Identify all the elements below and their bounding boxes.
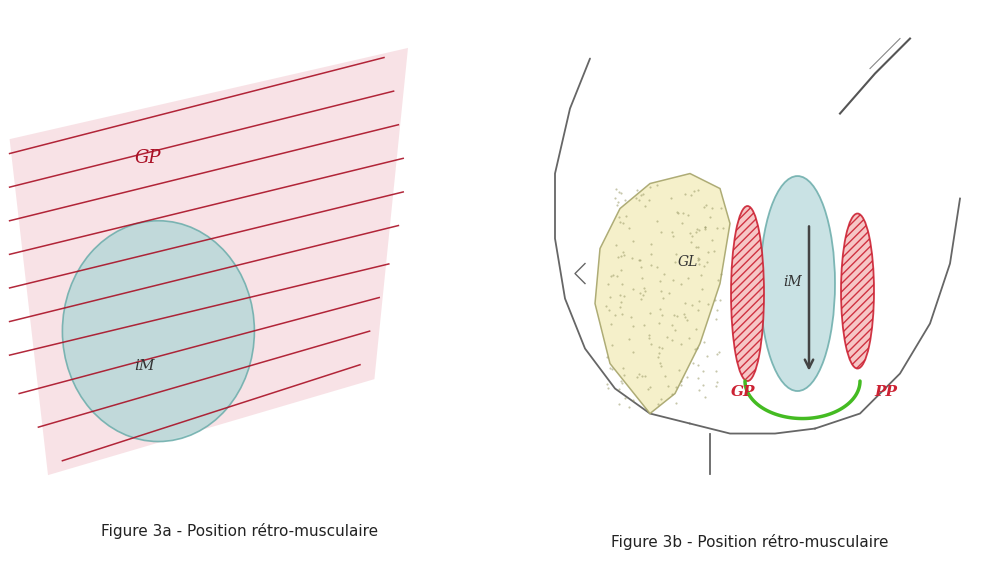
Text: GL: GL	[678, 255, 698, 269]
Text: GP: GP	[134, 149, 161, 167]
Ellipse shape	[760, 176, 835, 391]
Polygon shape	[10, 48, 408, 475]
Ellipse shape	[841, 214, 874, 368]
Text: GP: GP	[731, 385, 756, 399]
Text: Figure 3b - Position rétro-musculaire: Figure 3b - Position rétro-musculaire	[611, 534, 889, 549]
Ellipse shape	[62, 221, 254, 442]
Polygon shape	[595, 173, 730, 414]
Text: Figure 3a - Position rétro-musculaire: Figure 3a - Position rétro-musculaire	[101, 523, 379, 539]
Ellipse shape	[731, 206, 764, 381]
Text: iM: iM	[784, 275, 802, 289]
Text: PP: PP	[874, 385, 897, 399]
Text: iM: iM	[134, 359, 155, 372]
